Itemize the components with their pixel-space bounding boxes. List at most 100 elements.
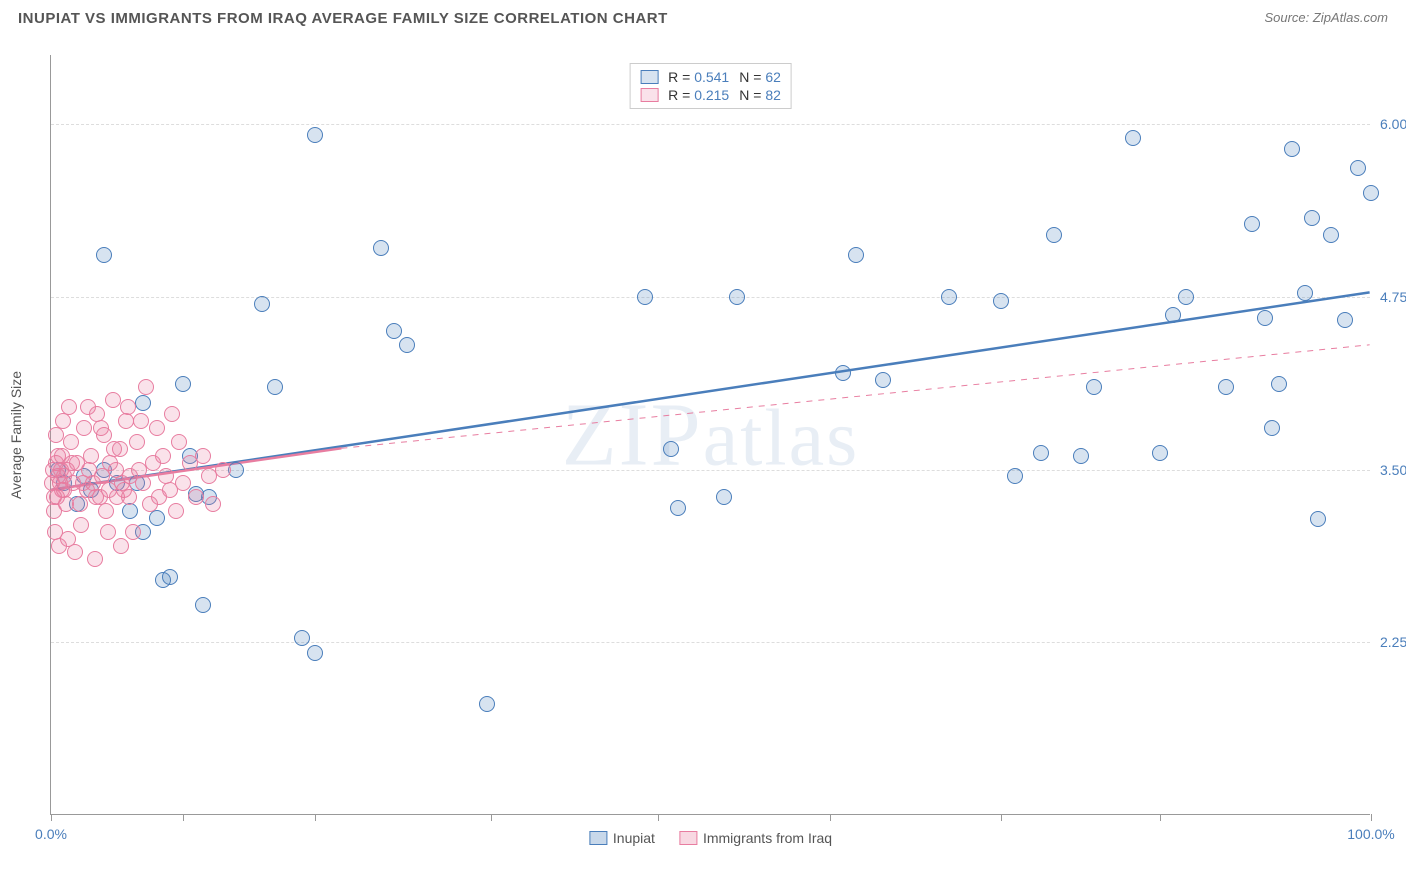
data-point — [1152, 445, 1168, 461]
x-tick-label: 100.0% — [1347, 826, 1394, 842]
legend-item-inupiat: Inupiat — [589, 830, 655, 846]
data-point — [307, 127, 323, 143]
stats-legend: R = 0.541 N = 62 R = 0.215 N = 82 — [629, 63, 792, 109]
data-point — [1264, 420, 1280, 436]
legend-item-iraq: Immigrants from Iraq — [679, 830, 832, 846]
data-point — [75, 475, 91, 491]
n-label: N = 62 — [739, 69, 781, 85]
swatch-inupiat — [640, 70, 658, 84]
y-tick-label: 2.25 — [1380, 634, 1406, 650]
data-point — [254, 296, 270, 312]
stats-row-iraq: R = 0.215 N = 82 — [640, 86, 781, 104]
data-point — [135, 475, 151, 491]
data-point — [1297, 285, 1313, 301]
data-point — [1350, 160, 1366, 176]
data-point — [80, 399, 96, 415]
gridline — [51, 297, 1370, 298]
data-point — [294, 630, 310, 646]
data-point — [1178, 289, 1194, 305]
x-tick — [1160, 814, 1161, 821]
stats-row-inupiat: R = 0.541 N = 62 — [640, 68, 781, 86]
trend-lines — [51, 55, 1370, 814]
data-point — [637, 289, 653, 305]
r-label: R = 0.215 — [668, 87, 729, 103]
gridline — [51, 124, 1370, 125]
data-point — [1218, 379, 1234, 395]
data-point — [61, 399, 77, 415]
n-label: N = 82 — [739, 87, 781, 103]
data-point — [1257, 310, 1273, 326]
data-point — [1323, 227, 1339, 243]
data-point — [76, 420, 92, 436]
x-tick-label: 0.0% — [35, 826, 67, 842]
data-point — [171, 434, 187, 450]
data-point — [1086, 379, 1102, 395]
swatch-iraq — [640, 88, 658, 102]
data-point — [120, 399, 136, 415]
data-point — [1284, 141, 1300, 157]
x-tick — [315, 814, 316, 821]
data-point — [149, 420, 165, 436]
data-point — [386, 323, 402, 339]
gridline — [51, 470, 1370, 471]
data-point — [205, 496, 221, 512]
data-point — [1033, 445, 1049, 461]
data-point — [64, 455, 80, 471]
watermark: ZIPatlas — [562, 383, 860, 486]
data-point — [55, 413, 71, 429]
legend-label: Immigrants from Iraq — [703, 830, 832, 846]
x-tick — [1001, 814, 1002, 821]
bottom-legend: Inupiat Immigrants from Iraq — [589, 830, 832, 846]
data-point — [155, 448, 171, 464]
data-point — [663, 441, 679, 457]
data-point — [149, 510, 165, 526]
data-point — [175, 475, 191, 491]
data-point — [1073, 448, 1089, 464]
data-point — [373, 240, 389, 256]
y-tick-label: 3.50 — [1380, 462, 1406, 478]
data-point — [399, 337, 415, 353]
data-point — [106, 441, 122, 457]
data-point — [1046, 227, 1062, 243]
r-label: R = 0.541 — [668, 69, 729, 85]
data-point — [215, 462, 231, 478]
data-point — [1337, 312, 1353, 328]
data-point — [195, 448, 211, 464]
data-point — [87, 551, 103, 567]
data-point — [93, 420, 109, 436]
data-point — [162, 569, 178, 585]
data-point — [73, 517, 89, 533]
plot-area: ZIPatlas Average Family Size 2.253.504.7… — [50, 55, 1370, 815]
data-point — [175, 376, 191, 392]
gridline — [51, 642, 1370, 643]
data-point — [135, 395, 151, 411]
data-point — [875, 372, 891, 388]
x-tick — [1371, 814, 1372, 821]
data-point — [716, 489, 732, 505]
data-point — [993, 293, 1009, 309]
data-point — [188, 489, 204, 505]
data-point — [168, 503, 184, 519]
data-point — [164, 406, 180, 422]
data-point — [1271, 376, 1287, 392]
source-attribution: Source: ZipAtlas.com — [1264, 10, 1388, 25]
data-point — [100, 524, 116, 540]
data-point — [1310, 511, 1326, 527]
data-point — [1007, 468, 1023, 484]
data-point — [129, 434, 145, 450]
data-point — [67, 544, 83, 560]
y-tick-label: 4.75 — [1380, 289, 1406, 305]
data-point — [125, 524, 141, 540]
x-tick — [658, 814, 659, 821]
data-point — [56, 468, 72, 484]
x-tick — [183, 814, 184, 821]
chart-title: INUPIAT VS IMMIGRANTS FROM IRAQ AVERAGE … — [18, 10, 668, 27]
data-point — [96, 247, 112, 263]
data-point — [48, 427, 64, 443]
x-tick — [830, 814, 831, 821]
data-point — [98, 503, 114, 519]
swatch-inupiat — [589, 831, 607, 845]
x-tick — [51, 814, 52, 821]
data-point — [122, 503, 138, 519]
data-point — [479, 696, 495, 712]
